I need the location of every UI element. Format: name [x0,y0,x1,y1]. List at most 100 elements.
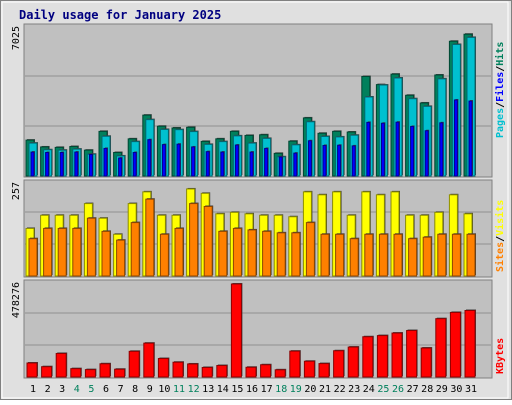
sites-bar [422,236,432,277]
files-bar [234,144,239,177]
visits-bars [25,187,476,277]
kbytes-bar [41,366,53,378]
day-label: 21 [319,384,331,395]
day-label: 20 [304,384,316,395]
files-bar [88,153,93,177]
day-label: 15 [231,384,243,395]
kbytes-bar [435,318,447,378]
sites-bar [408,238,418,277]
files-bar [264,147,269,177]
sites-bar [189,203,199,277]
sites-bar [451,233,461,277]
files-bar [293,152,298,177]
kbytes-bar [26,362,38,378]
sites-bar [320,233,330,277]
files-bar [30,151,35,177]
kbytes-bar [172,361,184,378]
day-label: 8 [132,384,138,395]
kbytes-bar [201,366,213,378]
sites-bar [159,233,169,277]
kbytes-bar [406,330,418,378]
day-label: 26 [392,384,404,395]
files-bar [380,122,385,177]
kbytes-bar [114,368,126,378]
chart-title: Daily usage for January 2025 [19,8,221,22]
legend-files: Files [494,72,506,102]
day-label: 28 [421,384,433,395]
sites-bar [262,230,272,277]
frame-bevel-light [1,1,509,399]
kbytes-bar [143,342,155,378]
files-bar [161,144,166,177]
day-label: 18 [275,384,287,395]
files-bar [176,143,181,177]
sites-bar [335,233,345,277]
kbytes-bar [216,365,228,378]
day-label: 10 [158,384,170,395]
files-bar [45,152,50,177]
files-bar [395,121,400,177]
kbytes-bar [420,347,432,378]
files-bar [249,151,254,177]
legend-pages: Pages [495,108,506,138]
day-label: 12 [188,384,200,395]
sites-bar [116,239,126,277]
sites-bar [72,227,82,277]
sites-bar [57,227,67,277]
kbytes-bar [333,350,345,378]
day-label: 19 [290,384,302,395]
sites-bar [305,222,315,277]
kbytes-bar [391,332,403,378]
legend-separator: / [495,66,506,72]
kbytes-bar [157,358,169,378]
legend-kbytes: KBytes [495,338,506,374]
day-label: 16 [246,384,258,395]
sites-bar [218,230,228,277]
day-label: 23 [348,384,360,395]
legend-visits: Visits [494,200,506,236]
kbytes-bar [99,363,111,378]
day-label: 17 [261,384,273,395]
day-label: 27 [407,384,419,395]
files-bar [74,151,79,177]
visits-legend: Sites/Visits [494,200,506,272]
kbytes-bar [230,283,242,378]
files-bar [453,99,458,177]
sites-bar [393,233,403,277]
sites-bar [247,229,257,277]
visits-ymax-label: 257 [11,182,22,200]
files-bar [439,122,444,177]
kbytes-ymax-label: 478276 [11,282,22,318]
kbytes-bar [303,360,315,378]
day-label: 22 [334,384,346,395]
files-bar [147,139,152,177]
kbytes-bar [274,369,286,378]
day-label: 4 [74,384,80,395]
sites-bar [203,206,213,277]
hits-ymax-label: 7025 [11,26,22,50]
day-label: 30 [450,384,462,395]
sites-bar [86,217,96,277]
kbytes-bar [260,364,272,378]
hits-legend: Pages/Files/Hits [494,42,506,138]
day-label: 13 [202,384,214,395]
sites-bar [276,232,286,277]
kbytes-panel-bg [23,279,493,379]
sites-bar [466,233,476,277]
sites-bar [174,227,184,277]
sites-bar [130,222,140,277]
day-label: 9 [147,384,153,395]
sites-bar [101,230,111,277]
sites-bar [291,232,301,277]
sites-bar [145,198,155,277]
files-bar [103,147,108,177]
day-label: 11 [173,384,185,395]
sites-bar [364,233,374,277]
files-bar [118,157,123,177]
day-label: 14 [217,384,229,395]
kbytes-bar [128,350,140,378]
files-bar [307,140,312,177]
hits-bars [25,33,476,177]
files-bar [278,156,283,177]
